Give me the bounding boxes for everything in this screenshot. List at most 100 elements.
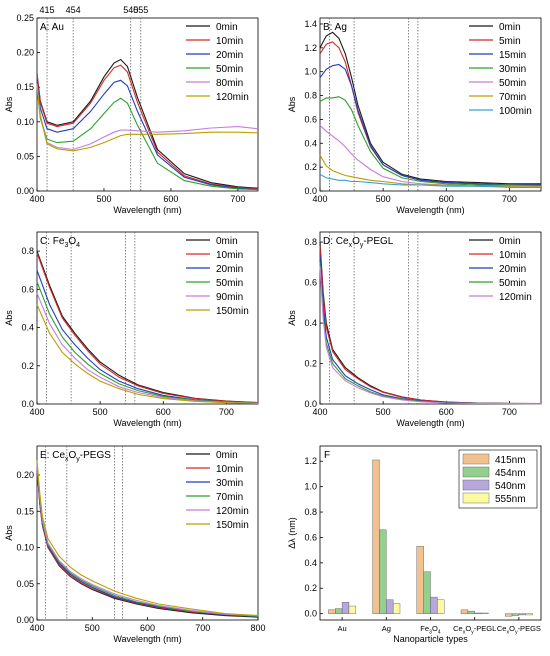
series-line-20min (36, 79, 259, 191)
legend-label-150min: 150min (216, 306, 249, 317)
x-tick-label: 500 (96, 194, 111, 204)
panel-title-subscript: x (349, 242, 353, 249)
bar-540nm-Ag (386, 599, 394, 614)
y-tick-label: 0.8 (21, 246, 34, 256)
legend-swatch-555nm (462, 492, 490, 504)
series-line-10min (36, 252, 259, 404)
panel-c: Abs Wavelength (nm) 0.0 0.2 0.4 0.6 0.8 400 500 6… (4, 231, 259, 428)
x-tick-label: 600 (439, 407, 454, 417)
series-line-30min (36, 467, 259, 617)
bar-454nm-CeOy-PEGS (511, 613, 520, 616)
y-tick-label: 0.20 (16, 48, 34, 58)
bar-415nm-CeOy-PEGL (460, 609, 469, 614)
legend-label-20min: 20min (216, 264, 243, 275)
x-tick-label: 400 (29, 623, 44, 633)
x-tick-label: 600 (163, 194, 178, 204)
y-axis-label: Abs (4, 96, 14, 112)
panel-title-tail-1: O (69, 450, 77, 461)
legend-label-10min: 10min (216, 36, 243, 47)
x-tick-label: 800 (250, 623, 265, 633)
panel-b: Abs Wavelength (nm) 0.0 0.2 0.4 0.6 0.8 1.0 1.2 1… (287, 17, 542, 215)
y-tick-label: 0.4 (21, 323, 34, 333)
y-tick-label: 0.0 (304, 186, 317, 196)
x-tick-label: 400 (29, 407, 44, 417)
x-axis-label: Wavelength (nm) (113, 205, 181, 215)
x-tick-label: 400 (312, 407, 327, 417)
y-tick-label: 0.8 (304, 507, 317, 517)
panel-d: Abs Wavelength (nm) 0.0 0.2 0.4 0.6 0.8 400 500 6… (287, 231, 542, 428)
legend-swatch-454nm (462, 466, 490, 478)
bar-415nm-Au (328, 609, 336, 614)
series-line-0min (36, 58, 259, 189)
panel-e: Abs Wavelength (nm) 0.00 0.05 0.10 0.15 0.20 40… (4, 445, 266, 644)
panel-title-tail-sub: y (360, 242, 364, 249)
x-axis-label: Wavelength (nm) (396, 418, 464, 428)
legend-label-0min: 0min (216, 22, 238, 33)
legend-label-20min: 20min (216, 50, 243, 61)
x-tick-label: 700 (502, 407, 517, 417)
legend-label-20min: 20min (499, 264, 526, 275)
y-tick-label: 0.00 (16, 186, 34, 196)
y-tick-label: 0.6 (21, 284, 34, 294)
y-tick-label: 0.20 (16, 470, 34, 480)
panel-title-tail-sub: y (76, 456, 80, 463)
category-label: Fe3​O4​ (420, 624, 441, 635)
series-line-150min (36, 460, 259, 617)
legend-label-70min: 70min (216, 492, 243, 503)
panel-a: Abs Wavelength (nm) 0.00 0.05 0.10 0.15 0.20 0.… (4, 13, 259, 215)
bar-555nm-Au (348, 605, 357, 614)
legend-label-30min: 30min (216, 478, 243, 489)
series-line-150min (36, 304, 259, 404)
series-line-100min (319, 173, 541, 188)
legend-label-454nm: 454nm (495, 468, 526, 479)
legend-label-120min: 120min (216, 92, 249, 103)
category-label-subscript: x (463, 629, 466, 635)
legend-label-5min: 5min (499, 36, 521, 47)
series-line-15min (319, 63, 541, 186)
y-tick-label: 0.0 (21, 399, 34, 409)
y-tick-label: 0.10 (16, 543, 34, 553)
plot-frame (36, 17, 259, 192)
panel-title: C: Fe3​O4​ (40, 236, 80, 249)
x-tick-label: 600 (140, 623, 155, 633)
panel-title: D: Cex​Oy-PEGL (323, 236, 394, 249)
y-tick-label: 0.15 (16, 506, 34, 516)
category-label-main: Fe (420, 624, 429, 633)
x-axis-label: Wavelength (nm) (113, 418, 181, 428)
bar-540nm-CeOy-PEGS (518, 613, 526, 616)
legend-swatch-540nm (462, 479, 490, 491)
y-tick-label: 0.10 (16, 117, 34, 127)
y-tick-label: 0.8 (304, 237, 317, 247)
y-tick-label: 0.05 (16, 579, 34, 589)
legend-label-50min: 50min (216, 64, 243, 75)
bar-555nm-CeOy-PEGS (525, 613, 533, 616)
y-tick-label: 0.05 (16, 151, 34, 161)
panel-title-main: C: Fe (40, 236, 65, 247)
category-label: Ag (382, 624, 391, 633)
top-tick-label-540: 540 (123, 5, 138, 15)
top-tick-label-415: 415 (40, 5, 55, 15)
series-line-30min (319, 96, 542, 187)
legend-label-555nm: 555nm (495, 494, 526, 505)
category-label: Au (338, 624, 347, 633)
legend-label-120min: 120min (216, 506, 249, 517)
category-label-main: Au (338, 624, 347, 633)
legend-label-15min: 15min (499, 50, 526, 61)
panel-title: A: Au (40, 22, 64, 33)
panel-title: E: Cex​Oy-PEGS (40, 450, 111, 463)
panel-title-tail-rest: -PEGL (363, 236, 393, 247)
y-tick-label: 0.6 (304, 532, 317, 542)
category-label-tail-1: O (432, 624, 438, 633)
y-axis-label: Δλ (nm) (287, 517, 297, 549)
y-tick-label: 0.25 (16, 13, 34, 23)
bar-540nm-Au (341, 602, 350, 614)
plot-frame (36, 231, 259, 405)
category-label: Cex​Oy-PEGS (497, 624, 541, 635)
bar-540nm-FeO4 (430, 596, 438, 614)
bar-415nm-Ag (372, 459, 380, 614)
legend-label-100min: 100min (499, 106, 532, 117)
legend-label-30min: 30min (499, 64, 526, 75)
panels-group: Abs Wavelength (nm) 0.00 0.05 0.10 0.15 0.20 0.… (4, 13, 542, 644)
bar-415nm-CeOy-PEGS (504, 613, 513, 617)
